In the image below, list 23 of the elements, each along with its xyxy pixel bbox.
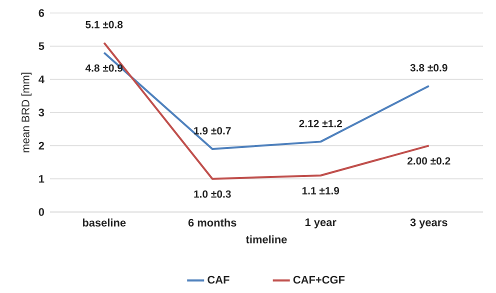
x-tick-label: 1 year xyxy=(305,218,336,228)
y-tick-label: 0 xyxy=(38,208,44,216)
x-tick-label: 3 years xyxy=(410,218,448,228)
y-tick-label: 4 xyxy=(38,76,44,84)
x-tick-label: baseline xyxy=(82,218,126,227)
data-label: 1.1 ±1.9 xyxy=(302,187,340,194)
data-label: 1.0 ±0.3 xyxy=(194,190,231,198)
x-tick-label: 6 months xyxy=(188,218,236,227)
y-tick-label: 3 xyxy=(38,108,44,116)
data-label: 4.8 ±0.9 xyxy=(85,64,123,72)
data-label: 1.9 ±0.7 xyxy=(194,127,231,134)
y-tick-label: 5 xyxy=(38,42,44,50)
y-tick-label: 1 xyxy=(39,175,44,183)
y-axis-title: mean BRD [mm] xyxy=(21,72,32,152)
data-label: 3.8 ±0.9 xyxy=(410,64,448,72)
legend-label: CAF+CGF xyxy=(293,276,345,284)
data-label: 2.12 ±1.2 xyxy=(299,120,342,128)
y-tick-label: 6 xyxy=(38,9,44,17)
data-label: 5.1 ±0.8 xyxy=(86,20,123,28)
y-tick-label: 2 xyxy=(38,142,44,150)
legend-label: CAF xyxy=(208,276,230,284)
x-axis-title: timeline xyxy=(246,235,287,244)
data-label: 2.00 ±0.2 xyxy=(407,157,450,165)
